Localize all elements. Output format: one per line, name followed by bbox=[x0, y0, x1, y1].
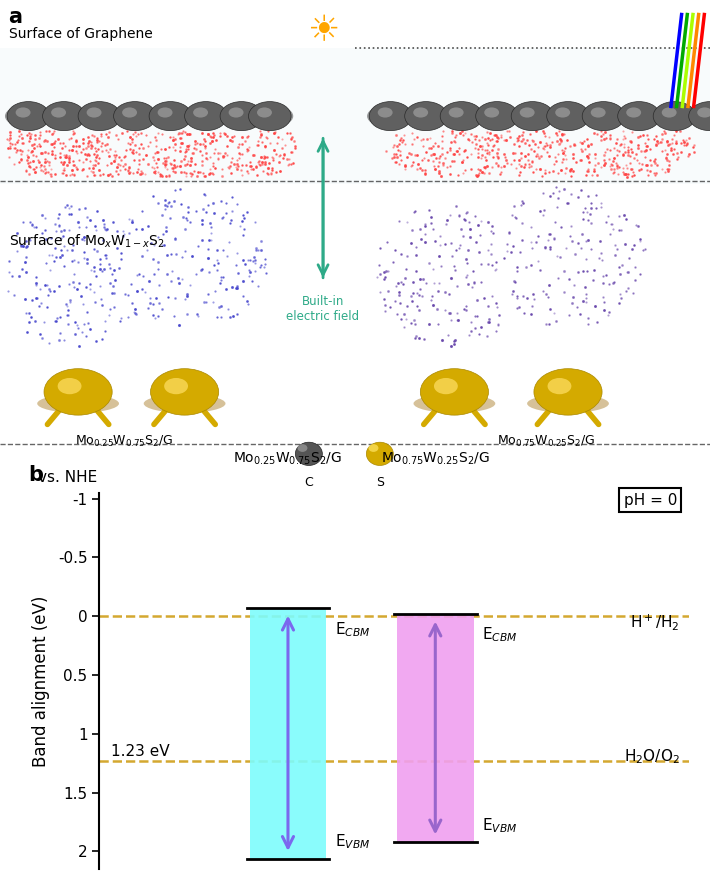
Circle shape bbox=[547, 378, 572, 394]
Circle shape bbox=[697, 108, 710, 117]
Ellipse shape bbox=[182, 105, 229, 128]
Text: Built-in
electric field: Built-in electric field bbox=[287, 295, 359, 323]
Circle shape bbox=[662, 108, 677, 117]
Ellipse shape bbox=[438, 105, 485, 128]
Circle shape bbox=[229, 108, 244, 117]
Circle shape bbox=[511, 101, 554, 131]
Circle shape bbox=[534, 368, 602, 415]
Ellipse shape bbox=[246, 105, 293, 128]
Text: Mo$_{0.75}$W$_{0.25}$S$_2$/G: Mo$_{0.75}$W$_{0.25}$S$_2$/G bbox=[381, 451, 490, 467]
Text: E$_{VBM}$: E$_{VBM}$ bbox=[483, 816, 518, 835]
Circle shape bbox=[378, 108, 393, 117]
Ellipse shape bbox=[295, 443, 322, 465]
Circle shape bbox=[51, 108, 66, 117]
Circle shape bbox=[220, 101, 263, 131]
Ellipse shape bbox=[143, 394, 226, 413]
Ellipse shape bbox=[366, 443, 393, 465]
Ellipse shape bbox=[367, 105, 414, 128]
Circle shape bbox=[547, 101, 589, 131]
Circle shape bbox=[484, 108, 499, 117]
Circle shape bbox=[193, 108, 208, 117]
Circle shape bbox=[369, 101, 412, 131]
Text: Mo$_{0.25}$W$_{0.75}$S$_2$/G: Mo$_{0.25}$W$_{0.75}$S$_2$/G bbox=[234, 451, 342, 467]
Circle shape bbox=[149, 101, 192, 131]
Ellipse shape bbox=[545, 105, 591, 128]
Ellipse shape bbox=[616, 105, 662, 128]
Ellipse shape bbox=[297, 444, 307, 452]
Circle shape bbox=[43, 101, 85, 131]
Circle shape bbox=[440, 101, 483, 131]
Circle shape bbox=[413, 108, 428, 117]
Text: E$_{VBM}$: E$_{VBM}$ bbox=[335, 832, 371, 851]
Circle shape bbox=[44, 368, 112, 415]
Ellipse shape bbox=[687, 105, 710, 128]
Text: b: b bbox=[28, 465, 44, 486]
Circle shape bbox=[78, 101, 121, 131]
Circle shape bbox=[555, 108, 570, 117]
Circle shape bbox=[158, 108, 173, 117]
Circle shape bbox=[476, 101, 518, 131]
Ellipse shape bbox=[76, 105, 123, 128]
Text: H$^+$/H$_2$: H$^+$/H$_2$ bbox=[630, 612, 680, 632]
Text: pH = 0: pH = 0 bbox=[623, 493, 677, 508]
Ellipse shape bbox=[413, 394, 496, 413]
Circle shape bbox=[449, 108, 464, 117]
Text: E$_{CBM}$: E$_{CBM}$ bbox=[335, 620, 371, 639]
Circle shape bbox=[114, 101, 156, 131]
Y-axis label: Band alignment (eV): Band alignment (eV) bbox=[32, 595, 50, 767]
Text: C: C bbox=[305, 476, 313, 488]
Ellipse shape bbox=[40, 105, 87, 128]
Ellipse shape bbox=[218, 105, 265, 128]
Bar bbox=[250, 608, 327, 858]
Ellipse shape bbox=[527, 394, 609, 413]
Circle shape bbox=[257, 108, 272, 117]
Ellipse shape bbox=[111, 105, 158, 128]
Text: vs. NHE: vs. NHE bbox=[38, 470, 97, 486]
Ellipse shape bbox=[403, 105, 449, 128]
Ellipse shape bbox=[474, 105, 520, 128]
Circle shape bbox=[618, 101, 660, 131]
Text: S: S bbox=[376, 476, 384, 488]
Text: Mo$_{0.75}$W$_{0.25}$S$_2$/G: Mo$_{0.75}$W$_{0.25}$S$_2$/G bbox=[498, 434, 596, 449]
Text: ☀: ☀ bbox=[307, 14, 339, 48]
Ellipse shape bbox=[580, 105, 627, 128]
Circle shape bbox=[405, 101, 447, 131]
Circle shape bbox=[626, 108, 641, 117]
Ellipse shape bbox=[37, 394, 119, 413]
Ellipse shape bbox=[509, 105, 556, 128]
Circle shape bbox=[122, 108, 137, 117]
Circle shape bbox=[689, 101, 710, 131]
Circle shape bbox=[7, 101, 50, 131]
Ellipse shape bbox=[147, 105, 194, 128]
Text: 1.23 eV: 1.23 eV bbox=[111, 744, 170, 759]
Ellipse shape bbox=[5, 105, 52, 128]
Circle shape bbox=[582, 101, 625, 131]
Text: Mo$_{0.25}$W$_{0.75}$S$_2$/G: Mo$_{0.25}$W$_{0.75}$S$_2$/G bbox=[75, 434, 173, 449]
Circle shape bbox=[248, 101, 291, 131]
Circle shape bbox=[164, 378, 188, 394]
Circle shape bbox=[520, 108, 535, 117]
Ellipse shape bbox=[368, 444, 378, 452]
Circle shape bbox=[16, 108, 31, 117]
Text: E$_{CBM}$: E$_{CBM}$ bbox=[483, 625, 518, 644]
Circle shape bbox=[58, 378, 82, 394]
Bar bbox=[397, 614, 474, 842]
Circle shape bbox=[420, 368, 488, 415]
Bar bbox=[0, 48, 710, 184]
Text: Surface of Mo$_x$W$_{1-x}$S$_2$: Surface of Mo$_x$W$_{1-x}$S$_2$ bbox=[9, 232, 165, 250]
Circle shape bbox=[653, 101, 696, 131]
Circle shape bbox=[591, 108, 606, 117]
Text: Surface of Graphene: Surface of Graphene bbox=[9, 27, 152, 40]
Text: a: a bbox=[9, 7, 23, 27]
Circle shape bbox=[87, 108, 102, 117]
Ellipse shape bbox=[651, 105, 698, 128]
Circle shape bbox=[151, 368, 219, 415]
Text: H$_2$O/O$_2$: H$_2$O/O$_2$ bbox=[624, 747, 680, 765]
Circle shape bbox=[434, 378, 458, 394]
Circle shape bbox=[185, 101, 227, 131]
